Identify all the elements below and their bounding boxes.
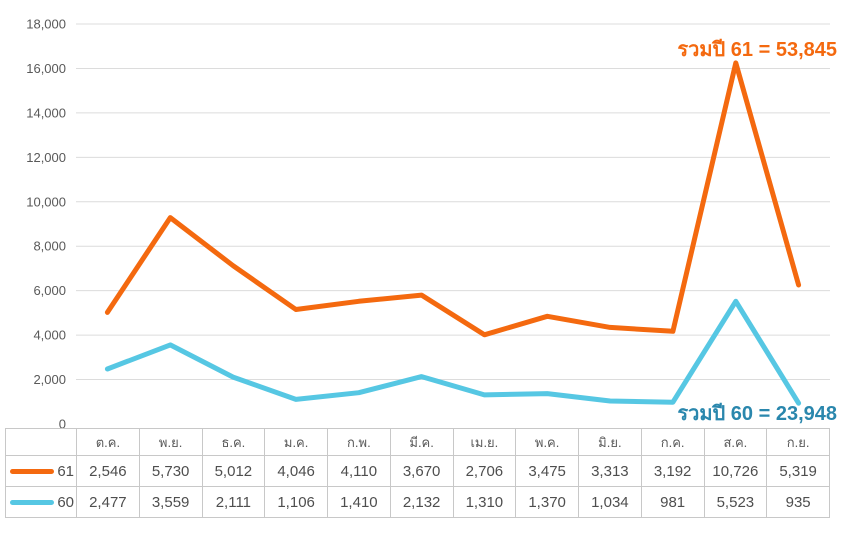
table-row-61: 61 2,546 5,730 5,012 4,046 4,110 3,670 2,706 3,4…	[5, 455, 830, 487]
y-axis-tick-label: 6,000	[33, 283, 66, 298]
month-header-cell: มิ.ย.	[578, 428, 642, 456]
month-header-cell: พ.ค.	[515, 428, 579, 456]
table-cell: 1,034	[578, 486, 642, 518]
table-cell: 4,046	[264, 455, 328, 487]
legend-line-icon-60	[10, 499, 55, 505]
table-cell: 5,012	[201, 455, 266, 487]
table-cell: 981	[640, 486, 705, 518]
y-axis-tick-label: 2,000	[33, 372, 66, 387]
table-cell: 1,370	[515, 486, 579, 518]
table-cell: 1,106	[264, 486, 328, 518]
legend-cell-60: 60	[5, 486, 77, 518]
table-cell: 3,475	[515, 455, 579, 487]
month-header-cell: ต.ค.	[76, 428, 140, 456]
table-cell: 2,111	[201, 486, 266, 518]
series-line-60	[104, 298, 802, 406]
month-header-cell: มี.ค.	[389, 428, 454, 456]
table-cell: 1,310	[452, 486, 517, 518]
table-row-60: 60 2,477 3,559 2,111 1,106 1,410 2,132 1,310 1,3…	[5, 486, 830, 518]
chart-canvas: 0 2,000 4,000 6,000 8,000 10,000 12,000 14,000 1…	[26, 17, 830, 429]
table-cell: 2,477	[76, 486, 140, 518]
table-cell: 5,523	[703, 486, 768, 518]
table-cell: 3,670	[389, 455, 454, 487]
table-cell: 10,726	[703, 455, 768, 487]
y-axis-tick-label: 18,000	[26, 17, 66, 32]
table-cell: 5,319	[766, 455, 830, 487]
data-table: ต.ค. พ.ย. ธ.ค. ม.ค. ก.พ. มี.ค. เม.ย. พ.ค. มิ.ย. ก…	[5, 428, 830, 518]
table-cell: 1,410	[327, 486, 391, 518]
table-cell: 3,559	[138, 486, 203, 518]
table-header-row: ต.ค. พ.ย. ธ.ค. ม.ค. ก.พ. มี.ค. เม.ย. พ.ค. มิ.ย. ก…	[5, 428, 830, 456]
y-axis-tick-label: 10,000	[26, 194, 66, 209]
series-line-61	[104, 60, 802, 338]
legend-label-61: 61	[57, 462, 74, 480]
table-cell: 2,706	[452, 455, 517, 487]
y-axis-tick-label: 4,000	[33, 328, 66, 343]
month-header-cell: ส.ค.	[703, 428, 768, 456]
legend-cell-61: 61	[5, 455, 77, 487]
month-header-cell: ก.พ.	[327, 428, 391, 456]
month-header-cell: ก.ย.	[766, 428, 830, 456]
legend-label-60: 60	[57, 493, 74, 511]
table-cell: 5,730	[138, 455, 203, 487]
month-header-cell: พ.ย.	[138, 428, 203, 456]
table-cell: 3,313	[578, 455, 642, 487]
month-header-cell: ก.ค.	[640, 428, 705, 456]
month-header-cell: เม.ย.	[452, 428, 517, 456]
y-axis-tick-label: 16,000	[26, 61, 66, 76]
month-header-cell: ธ.ค.	[201, 428, 266, 456]
stacked-line-chart: 0 2,000 4,000 6,000 8,000 10,000 12,000 14,000 1…	[26, 17, 837, 429]
y-axis-tick-label: 0	[59, 417, 66, 429]
table-cell: 2,132	[389, 486, 454, 518]
legend-header-cell	[5, 428, 77, 456]
month-header-cell: ม.ค.	[264, 428, 328, 456]
annotation-total-61: รวมปี 61 = 53,845	[677, 39, 837, 61]
legend-line-icon-61	[10, 468, 55, 474]
annotation-total-60: รวมปี 60 = 23,948	[677, 403, 837, 425]
table-cell: 935	[766, 486, 830, 518]
table-cell: 3,192	[640, 455, 705, 487]
y-axis-tick-label: 12,000	[26, 150, 66, 165]
table-cell: 2,546	[76, 455, 140, 487]
y-axis-tick-label: 8,000	[33, 239, 66, 254]
y-axis-tick-label: 14,000	[26, 105, 66, 120]
table-cell: 4,110	[327, 455, 391, 487]
